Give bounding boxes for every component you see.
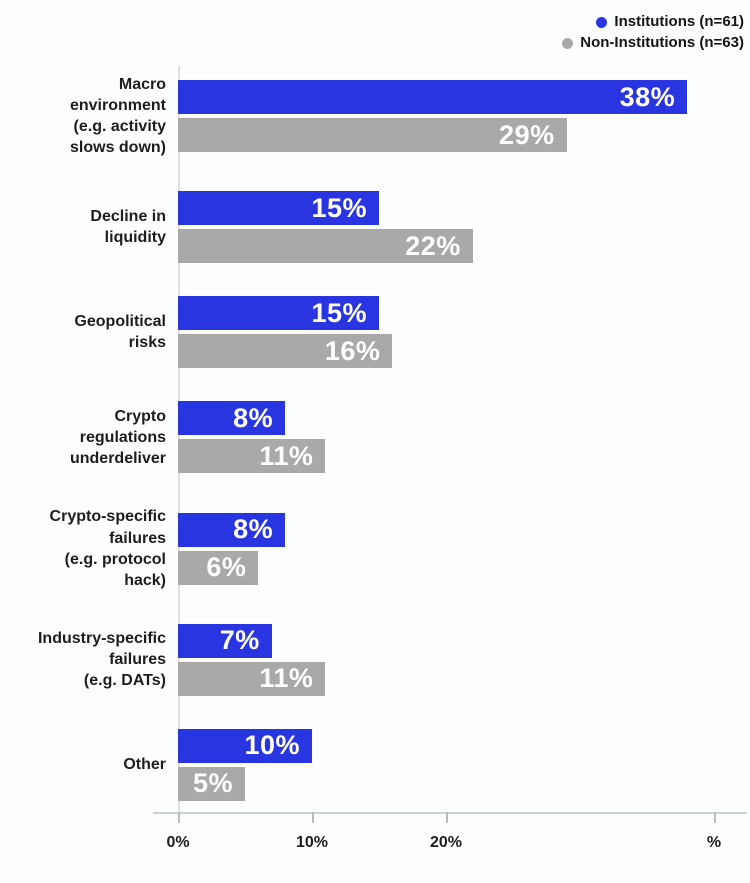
x-axis-line	[153, 812, 747, 814]
legend-label: Non-Institutions (n=63)	[580, 34, 744, 51]
bar-rows: Macro environment (e.g. activity slows d…	[0, 74, 750, 834]
x-axis-tick	[178, 812, 180, 823]
x-axis-tick	[446, 812, 448, 823]
x-axis-tick-label: 0%	[166, 834, 190, 851]
category-label: Macro environment (e.g. activity slows d…	[69, 76, 166, 157]
non-institutions-bar: 5%	[178, 766, 245, 801]
chart-row: Macro environment (e.g. activity slows d…	[0, 74, 750, 158]
bar-pair: 38% 29%	[178, 80, 714, 153]
non-institutions-bar: 11%	[178, 661, 326, 696]
institutions-bar: 10%	[178, 728, 312, 763]
chart-legend: Institutions (n=61) Non-Institutions (n=…	[562, 13, 744, 52]
non-institutions-dot-icon	[562, 37, 574, 49]
chart-row: Crypto-specific failures (e.g. protocol …	[0, 506, 750, 590]
bar-value-label: 11%	[259, 663, 314, 694]
institutions-bar: 38%	[178, 80, 688, 115]
chart-row: Decline in liquidity 15% 22%	[0, 191, 750, 264]
institutions-dot-icon	[596, 16, 608, 28]
non-institutions-bar: 29%	[178, 118, 567, 153]
bar-pair: 8% 6%	[178, 512, 714, 585]
non-institutions-bar: 6%	[178, 550, 259, 585]
category-label: Crypto-specific failures (e.g. protocol …	[49, 508, 166, 589]
bar-value-label: 8%	[233, 402, 274, 433]
bar-value-label: 15%	[311, 297, 367, 328]
category-label: Other	[123, 756, 166, 774]
x-axis-tick-label: 20%	[429, 834, 463, 851]
chart-row: Industry-specific failures (e.g. DATs) 7…	[0, 623, 750, 696]
bar-pair: 15% 22%	[178, 191, 714, 264]
bar-pair: 10% 5%	[178, 728, 714, 801]
non-institutions-bar: 11%	[178, 439, 326, 474]
bar-value-label: 22%	[405, 230, 461, 261]
legend-item-non-institutions: Non-Institutions (n=63)	[562, 34, 744, 52]
category-label: Crypto regulations underdeliver	[69, 407, 166, 467]
bar-value-label: 16%	[324, 335, 381, 366]
bar-value-label: 11%	[259, 440, 314, 471]
bar-pair: 8% 11%	[178, 401, 714, 474]
bar-value-label: 29%	[499, 119, 555, 150]
non-institutions-bar: 16%	[178, 334, 393, 369]
legend-label: Institutions (n=61)	[614, 13, 744, 30]
category-label: Decline in liquidity	[90, 208, 166, 247]
institutions-bar: 8%	[178, 512, 286, 547]
x-axis-tick-label: 10%	[295, 834, 329, 851]
bar-value-label: 5%	[192, 768, 233, 799]
bar-pair: 7% 11%	[178, 623, 714, 696]
bar-value-label: 10%	[244, 730, 300, 761]
bar-pair: 15% 16%	[178, 296, 714, 369]
x-axis-tick	[714, 812, 716, 823]
x-axis-tick	[312, 812, 314, 823]
legend-item-institutions: Institutions (n=61)	[596, 13, 744, 31]
bar-value-label: 15%	[311, 192, 367, 223]
institutions-bar: 15%	[178, 296, 379, 331]
non-institutions-bar: 22%	[178, 229, 473, 264]
institutions-bar: 8%	[178, 401, 286, 436]
chart-row: Other 10% 5%	[0, 728, 750, 801]
bar-value-label: 8%	[233, 514, 274, 545]
bar-value-label: 38%	[619, 81, 676, 112]
institutions-bar: 15%	[178, 191, 379, 226]
category-label: Geopolitical risks	[74, 313, 166, 352]
category-label: Industry-specific failures (e.g. DATs)	[37, 630, 166, 690]
bar-value-label: 7%	[219, 625, 260, 656]
institutions-bar: 7%	[178, 623, 272, 658]
chart-row: Crypto regulations underdeliver 8% 11%	[0, 401, 750, 474]
chart-row: Geopolitical risks 15% 16%	[0, 296, 750, 369]
bar-value-label: 6%	[206, 552, 247, 583]
x-axis-tick-label: %	[706, 834, 722, 851]
